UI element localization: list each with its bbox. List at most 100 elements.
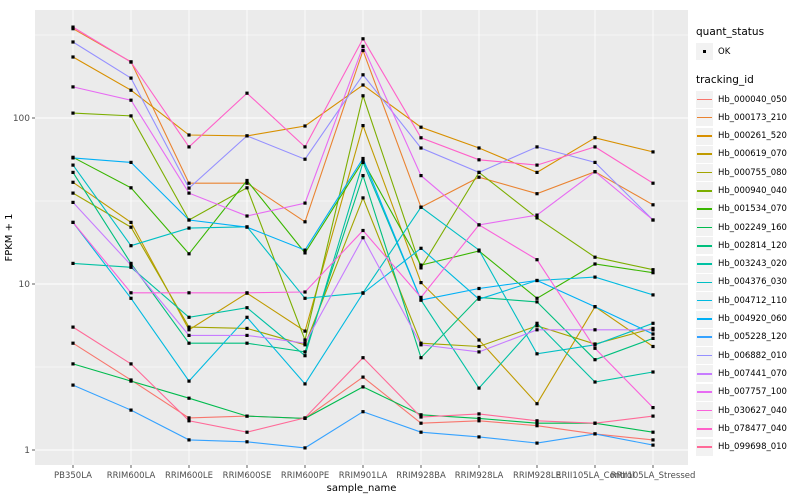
legend: quant_status OK tracking_id Hb_000040_05… bbox=[696, 26, 800, 470]
data-point bbox=[419, 356, 423, 360]
legend-line-swatch bbox=[697, 226, 712, 229]
data-point bbox=[477, 386, 481, 390]
legend-title-quant-status: quant_status bbox=[696, 26, 765, 38]
data-point bbox=[187, 226, 191, 230]
data-point bbox=[535, 441, 539, 445]
data-point bbox=[187, 218, 191, 222]
legend-line-swatch bbox=[697, 244, 712, 247]
legend-item-Hb_007757_100: Hb_007757_100 bbox=[696, 383, 800, 401]
data-point bbox=[477, 295, 481, 299]
data-point bbox=[651, 443, 655, 447]
data-point bbox=[303, 350, 307, 354]
legend-item-label: Hb_078477_040 bbox=[718, 423, 787, 434]
legend-key-box bbox=[696, 145, 713, 163]
legend-line-swatch bbox=[697, 190, 712, 192]
data-point bbox=[187, 291, 191, 295]
data-point bbox=[71, 220, 75, 224]
legend-item-label: Hb_002249_160 bbox=[718, 222, 787, 233]
legend-item-label: Hb_099698_010 bbox=[718, 442, 787, 453]
x-tick-label: RRIM600PE bbox=[281, 471, 329, 481]
data-point bbox=[361, 94, 365, 98]
data-point bbox=[71, 156, 75, 160]
data-point bbox=[187, 133, 191, 137]
x-tick-label: RRIM600SE bbox=[223, 471, 272, 481]
data-point bbox=[187, 419, 191, 423]
legend-item-label: Hb_030627_040 bbox=[718, 405, 787, 416]
legend-key-box bbox=[696, 347, 713, 365]
data-point bbox=[593, 170, 597, 174]
data-point bbox=[535, 192, 539, 196]
data-point bbox=[71, 25, 75, 29]
data-point bbox=[651, 344, 655, 349]
data-point bbox=[361, 48, 365, 53]
data-point bbox=[303, 157, 307, 161]
legend-item-Hb_000755_080: Hb_000755_080 bbox=[696, 164, 800, 182]
data-point bbox=[651, 332, 655, 336]
data-point bbox=[535, 258, 539, 262]
legend-item-Hb_000619_070: Hb_000619_070 bbox=[696, 145, 800, 163]
data-point bbox=[535, 296, 539, 300]
data-point bbox=[477, 286, 481, 291]
data-point bbox=[361, 174, 365, 178]
data-point bbox=[593, 160, 597, 164]
data-point bbox=[303, 290, 307, 294]
legend-item-label: Hb_002814_120 bbox=[718, 240, 787, 251]
data-point bbox=[129, 88, 133, 92]
data-point bbox=[593, 328, 597, 332]
data-point bbox=[593, 255, 597, 259]
data-point bbox=[303, 341, 307, 345]
data-point bbox=[419, 266, 423, 270]
data-point bbox=[129, 160, 133, 164]
data-point bbox=[419, 146, 423, 150]
x-tick-label: RRII105LA_Stressed bbox=[611, 471, 696, 481]
data-point bbox=[245, 178, 249, 183]
data-point bbox=[651, 414, 655, 418]
data-point bbox=[245, 291, 249, 295]
data-point bbox=[129, 408, 133, 412]
data-point bbox=[71, 40, 75, 44]
legend-line-swatch bbox=[697, 135, 712, 137]
data-point bbox=[651, 150, 655, 154]
data-point bbox=[593, 346, 597, 350]
data-point bbox=[477, 338, 481, 342]
data-point bbox=[303, 354, 307, 358]
legend-line-swatch bbox=[697, 281, 712, 284]
data-point bbox=[535, 145, 539, 149]
legend-line-swatch bbox=[697, 336, 712, 339]
x-tick-label: RRIM928LA bbox=[455, 471, 504, 481]
data-point bbox=[361, 236, 365, 240]
data-point bbox=[245, 315, 249, 319]
data-point bbox=[361, 356, 365, 360]
data-point bbox=[419, 246, 423, 250]
data-point bbox=[187, 416, 191, 420]
legend-item-Hb_078477_040: Hb_078477_040 bbox=[696, 420, 800, 438]
x-tick-label: RRII105LA_Control bbox=[556, 471, 635, 481]
data-point bbox=[303, 201, 307, 205]
legend-item-Hb_000040_050: Hb_000040_050 bbox=[696, 91, 800, 108]
data-point bbox=[419, 343, 423, 347]
data-point bbox=[187, 333, 191, 337]
x-tick-label: RRIM928LE bbox=[513, 471, 561, 481]
data-point bbox=[129, 186, 133, 190]
data-point bbox=[303, 416, 307, 420]
legend-line-swatch bbox=[697, 354, 712, 357]
data-point bbox=[129, 98, 133, 102]
legend-item-label: Hb_007757_100 bbox=[718, 387, 787, 398]
legend-item-Hb_002814_120: Hb_002814_120 bbox=[696, 237, 800, 255]
y-tick-label: 1 bbox=[24, 446, 30, 456]
legend-item-Hb_000173_210: Hb_000173_210 bbox=[696, 109, 800, 127]
legend-line-swatch bbox=[697, 446, 712, 448]
data-point bbox=[535, 300, 539, 304]
data-point bbox=[419, 295, 423, 299]
legend-key-box bbox=[696, 109, 713, 127]
data-point bbox=[303, 382, 307, 386]
data-point bbox=[535, 170, 539, 174]
data-point bbox=[477, 297, 481, 301]
legend-key-box bbox=[696, 127, 713, 145]
legend-key-box bbox=[696, 328, 713, 346]
legend-key-box bbox=[696, 255, 713, 273]
legend-line-swatch bbox=[697, 171, 712, 174]
data-point bbox=[245, 91, 249, 95]
legend-item-Hb_004712_110: Hb_004712_110 bbox=[696, 292, 800, 310]
legend-key-box bbox=[696, 182, 713, 200]
